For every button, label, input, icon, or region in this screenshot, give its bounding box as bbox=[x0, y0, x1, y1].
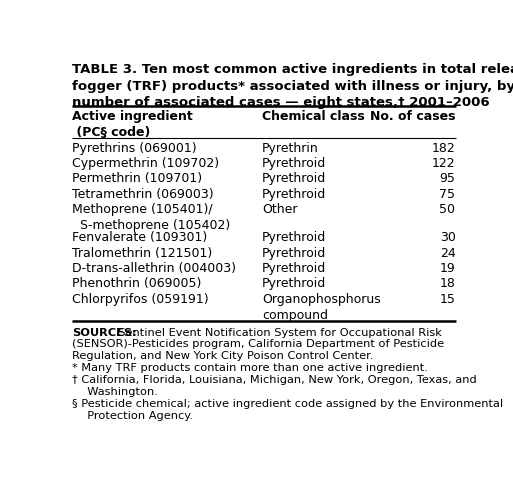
Text: Tetramethrin (069003): Tetramethrin (069003) bbox=[72, 187, 213, 200]
Text: Active ingredient
 (PC§ code): Active ingredient (PC§ code) bbox=[72, 109, 192, 138]
Text: (SENSOR)-Pesticides program, California Department of Pesticide: (SENSOR)-Pesticides program, California … bbox=[72, 339, 444, 349]
Text: Pyrethroid: Pyrethroid bbox=[262, 276, 326, 289]
Text: Pyrethroid: Pyrethroid bbox=[262, 231, 326, 244]
Text: Sentinel Event Notification System for Occupational Risk: Sentinel Event Notification System for O… bbox=[111, 327, 442, 337]
Text: Pyrethroid: Pyrethroid bbox=[262, 172, 326, 185]
Text: Pyrethrin: Pyrethrin bbox=[262, 142, 319, 155]
Text: Other: Other bbox=[262, 203, 297, 216]
Text: † California, Florida, Louisiana, Michigan, New York, Oregon, Texas, and: † California, Florida, Louisiana, Michig… bbox=[72, 374, 477, 384]
Text: Organophosphorus
compound: Organophosphorus compound bbox=[262, 292, 381, 321]
Text: Regulation, and New York City Poison Control Center.: Regulation, and New York City Poison Con… bbox=[72, 350, 373, 360]
Text: Pyrethroid: Pyrethroid bbox=[262, 246, 326, 259]
Text: Phenothrin (069005): Phenothrin (069005) bbox=[72, 276, 201, 289]
Text: § Pesticide chemical; active ingredient code assigned by the Environmental: § Pesticide chemical; active ingredient … bbox=[72, 398, 503, 408]
Text: Chemical class: Chemical class bbox=[262, 109, 365, 122]
Text: 50: 50 bbox=[440, 203, 456, 216]
Text: 95: 95 bbox=[440, 172, 456, 185]
Text: D-trans-allethrin (004003): D-trans-allethrin (004003) bbox=[72, 262, 236, 275]
Text: 15: 15 bbox=[440, 292, 456, 305]
Text: 19: 19 bbox=[440, 262, 456, 275]
Text: 24: 24 bbox=[440, 246, 456, 259]
Text: Chlorpyrifos (059191): Chlorpyrifos (059191) bbox=[72, 292, 208, 305]
Text: 75: 75 bbox=[440, 187, 456, 200]
Text: Pyrethrins (069001): Pyrethrins (069001) bbox=[72, 142, 196, 155]
Text: TABLE 3. Ten most common active ingredients in total release
fogger (TRF) produc: TABLE 3. Ten most common active ingredie… bbox=[72, 63, 513, 109]
Text: No. of cases: No. of cases bbox=[370, 109, 456, 122]
Text: 122: 122 bbox=[432, 157, 456, 170]
Text: Pyrethroid: Pyrethroid bbox=[262, 187, 326, 200]
Text: Pyrethroid: Pyrethroid bbox=[262, 262, 326, 275]
Text: Fenvalerate (109301): Fenvalerate (109301) bbox=[72, 231, 207, 244]
Text: Permethrin (109701): Permethrin (109701) bbox=[72, 172, 202, 185]
Text: SOURCES:: SOURCES: bbox=[72, 327, 136, 337]
Text: 18: 18 bbox=[440, 276, 456, 289]
Text: Tralomethrin (121501): Tralomethrin (121501) bbox=[72, 246, 212, 259]
Text: Cypermethrin (109702): Cypermethrin (109702) bbox=[72, 157, 219, 170]
Text: Washington.: Washington. bbox=[81, 386, 159, 396]
Text: Methoprene (105401)/
  S-methoprene (105402): Methoprene (105401)/ S-methoprene (10540… bbox=[72, 203, 230, 231]
Text: 30: 30 bbox=[440, 231, 456, 244]
Text: Protection Agency.: Protection Agency. bbox=[81, 410, 193, 420]
Text: Pyrethroid: Pyrethroid bbox=[262, 157, 326, 170]
Text: * Many TRF products contain more than one active ingredient.: * Many TRF products contain more than on… bbox=[72, 362, 428, 372]
Text: 182: 182 bbox=[432, 142, 456, 155]
